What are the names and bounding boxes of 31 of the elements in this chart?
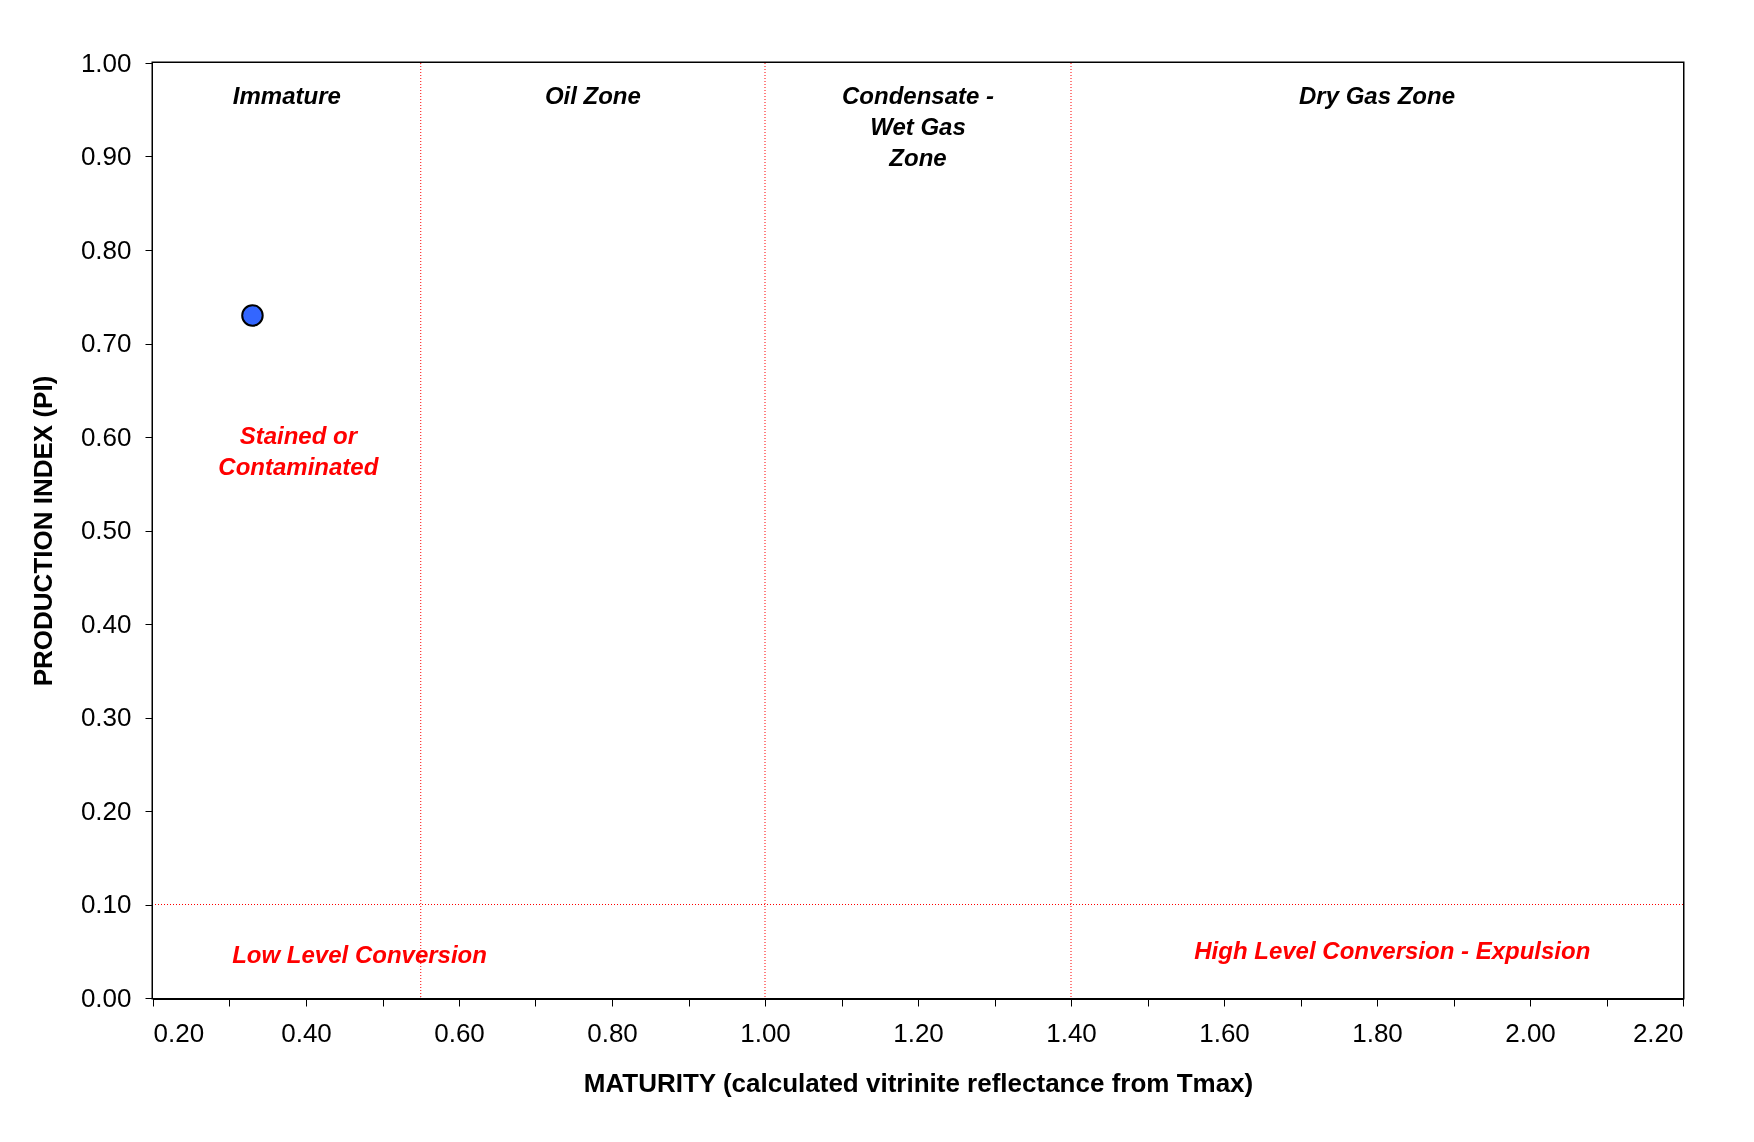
- x-tick-label: 1.20: [893, 1017, 944, 1048]
- x-tick-label: 0.20: [153, 1017, 205, 1048]
- y-tick-label: 0.60: [80, 421, 132, 452]
- x-tick-label: 1.60: [1199, 1017, 1250, 1048]
- annotation: Stained or Contaminated: [218, 422, 380, 480]
- y-tick-label: 0.20: [80, 795, 132, 826]
- annotation: High Level Conversion - Expulsion: [1194, 937, 1591, 965]
- x-tick-label: 0.40: [281, 1017, 332, 1048]
- y-tick-label: 0.80: [80, 234, 132, 265]
- x-tick-label: 1.80: [1352, 1017, 1403, 1048]
- band-label: Immature: [232, 82, 341, 109]
- x-tick-label: 1.00: [740, 1017, 791, 1048]
- y-tick-label: 0.40: [80, 608, 132, 639]
- x-tick-label: 0.60: [434, 1017, 485, 1048]
- x-tick-label: 2.00: [1505, 1017, 1556, 1048]
- y-tick-label: 0.90: [80, 141, 132, 171]
- annotation: Low Level Conversion: [232, 940, 487, 968]
- y-tick-label: 1.00: [80, 47, 132, 78]
- y-tick-label: 0.10: [80, 889, 132, 919]
- y-tick-label: 0.30: [80, 702, 132, 732]
- y-tick-label: 0.70: [80, 328, 132, 358]
- y-axis-title: PRODUCTION INDEX (PI): [27, 375, 58, 687]
- band-label: Dry Gas Zone: [1298, 82, 1456, 109]
- y-tick-label: 0.00: [80, 982, 132, 1013]
- x-tick-label: 0.80: [587, 1017, 638, 1048]
- band-label: Condensate - Wet Gas Zone: [841, 82, 995, 171]
- y-tick-label: 0.50: [80, 515, 132, 545]
- band-label: Oil Zone: [544, 82, 641, 109]
- x-tick-label: 2.20: [1632, 1017, 1684, 1048]
- x-axis-title: MATURITY (calculated vitrinite reflectance from Tmax): [583, 1067, 1254, 1098]
- x-tick-label: 1.40: [1046, 1017, 1097, 1048]
